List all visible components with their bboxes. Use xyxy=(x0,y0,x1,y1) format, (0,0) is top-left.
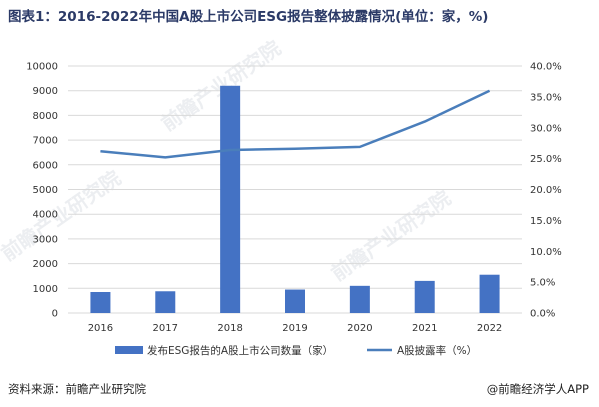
y-right-tick-label: 20.0% xyxy=(530,185,562,196)
y-left-tick-label: 5000 xyxy=(33,185,58,196)
y-left-tick-label: 1000 xyxy=(33,284,58,295)
y-left-tick-label: 9000 xyxy=(33,86,58,97)
legend-label-bar: 发布ESG报告的A股上市公司数量（家） xyxy=(147,344,333,357)
bar xyxy=(220,85,241,313)
chart-title: 图表1：2016-2022年中国A股上市公司ESG报告整体披露情况(单位：家，%… xyxy=(8,9,489,25)
y-left-tick-label: 4000 xyxy=(33,210,58,221)
bar xyxy=(285,289,305,313)
y-left-tick-label: 7000 xyxy=(33,136,58,147)
y-right-tick-label: 10.0% xyxy=(530,247,562,258)
x-tick-label: 2022 xyxy=(477,323,502,334)
bar xyxy=(479,274,500,313)
brand-credit: @前瞻经济学人APP xyxy=(486,382,589,396)
y-left-tick-label: 6000 xyxy=(33,160,58,171)
line-series xyxy=(100,89,491,159)
y-right-tick-label: 40.0% xyxy=(530,62,562,73)
y-right-tick-label: 30.0% xyxy=(530,123,562,134)
y-right-tick-label: 5.0% xyxy=(530,278,555,289)
y-left-tick-label: 8000 xyxy=(33,111,58,122)
legend-label-line: A股披露率（%） xyxy=(397,344,477,357)
x-tick-label: 2019 xyxy=(282,323,307,334)
y-right-tick-label: 25.0% xyxy=(530,154,562,165)
bar xyxy=(414,280,435,313)
y-left-tick-label: 0 xyxy=(52,309,58,320)
y-right-tick-label: 15.0% xyxy=(530,216,562,227)
source-note: 资料来源：前瞻产业研究院 xyxy=(8,382,146,396)
y-right-tick-label: 35.0% xyxy=(530,92,562,103)
x-tick-label: 2016 xyxy=(88,323,113,334)
x-tick-label: 2017 xyxy=(153,323,178,334)
y-left-tick-label: 10000 xyxy=(26,62,58,73)
x-tick-label: 2021 xyxy=(412,323,437,334)
legend-swatch-bar xyxy=(115,346,143,354)
bar xyxy=(349,285,370,313)
x-tick-label: 2020 xyxy=(347,323,372,334)
x-tick-label: 2018 xyxy=(217,323,242,334)
y-left-tick-label: 3000 xyxy=(33,234,58,245)
y-left-tick-label: 2000 xyxy=(33,259,58,270)
bar xyxy=(155,291,176,313)
y-right-tick-label: 0.0% xyxy=(530,309,555,320)
bar xyxy=(90,292,111,313)
